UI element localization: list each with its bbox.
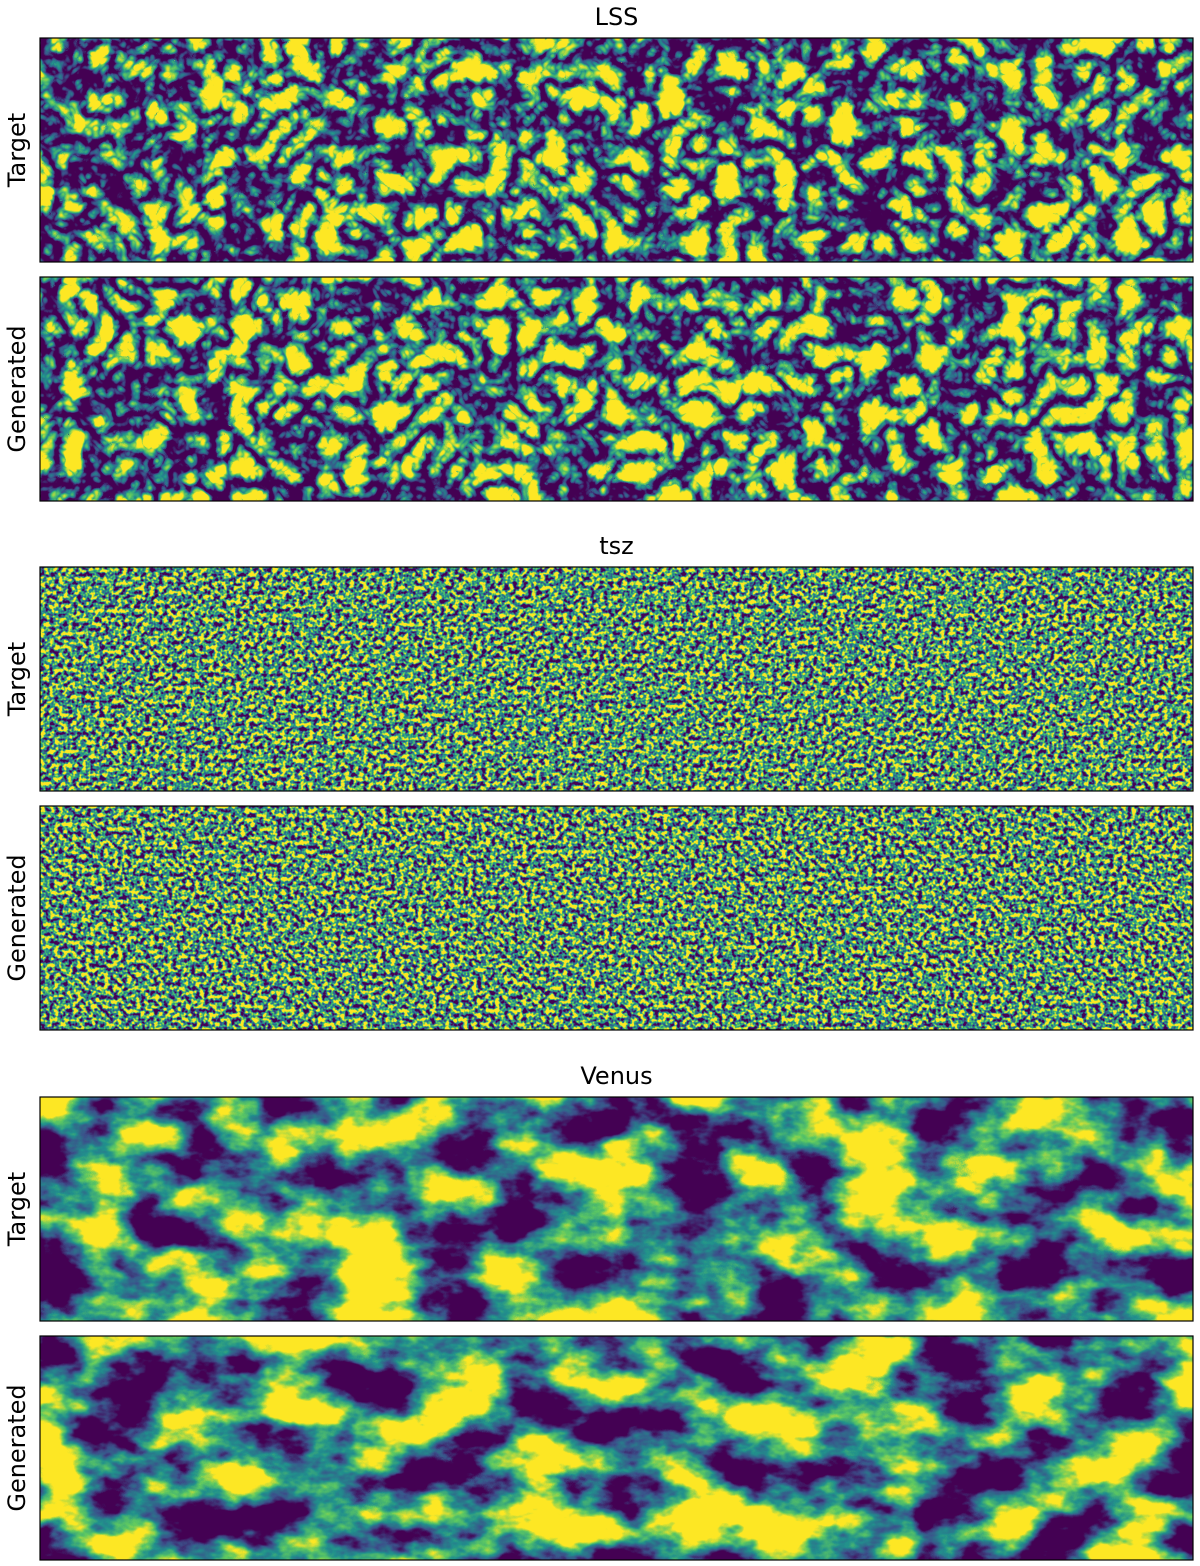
panel-title: Venus	[580, 1062, 652, 1090]
row-label: Target	[3, 642, 31, 717]
heatmap-image	[40, 567, 1193, 791]
row-label: Generated	[3, 1384, 31, 1511]
heatmap-image	[40, 38, 1193, 262]
image-frame	[39, 1096, 1194, 1322]
row-label: Generated	[3, 854, 31, 981]
image-frame	[39, 1335, 1194, 1561]
heatmap-image	[40, 1097, 1193, 1321]
row-label: Target	[3, 1172, 31, 1247]
panel-title: tsz	[599, 532, 634, 560]
row-label: Target	[3, 113, 31, 188]
row-label: Generated	[3, 325, 31, 452]
heatmap-image	[40, 806, 1193, 1030]
image-frame	[39, 566, 1194, 792]
heatmap-image	[40, 277, 1193, 501]
image-frame	[39, 805, 1194, 1031]
heatmap-image	[40, 1336, 1193, 1560]
image-frame	[39, 37, 1194, 263]
panel-title: LSS	[595, 3, 639, 31]
image-frame	[39, 276, 1194, 502]
